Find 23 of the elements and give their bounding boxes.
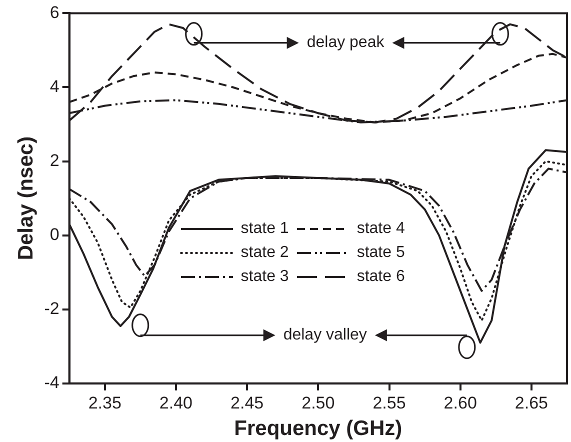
legend-label: state 6 <box>356 266 405 287</box>
y-tick-label: -4 <box>44 373 60 392</box>
legend-label: state 1 <box>240 218 289 239</box>
legend-label: state 3 <box>240 266 289 287</box>
x-tick-label: 2.40 <box>159 393 193 412</box>
x-tick-label: 2.45 <box>230 393 264 412</box>
legend-label: state 5 <box>356 242 405 263</box>
annotation: delay valley <box>283 326 367 344</box>
x-tick-label: 2.55 <box>372 393 406 412</box>
y-tick-label: 4 <box>50 76 60 96</box>
y-axis-title: Delay (nsec) <box>14 136 38 260</box>
y-tick-label: -2 <box>44 299 60 318</box>
annotation: delay peak <box>306 34 386 52</box>
x-tick-label: 2.65 <box>514 393 548 412</box>
y-tick-label: 0 <box>50 225 60 244</box>
x-tick-label: 2.35 <box>88 393 122 412</box>
legend-label: state 4 <box>356 218 405 239</box>
x-axis-title: Frequency (GHz) <box>234 417 402 440</box>
x-tick-label: 2.60 <box>444 393 477 412</box>
y-tick-label: 6 <box>50 2 60 22</box>
y-tick-label: 2 <box>50 150 60 170</box>
x-tick-label: 2.50 <box>302 393 335 412</box>
legend-label: state 2 <box>240 242 289 263</box>
